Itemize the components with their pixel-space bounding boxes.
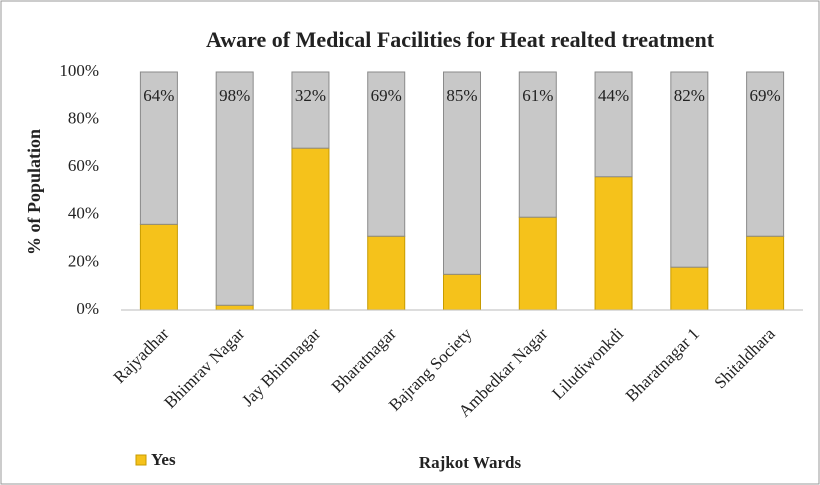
y-axis-title: % of Population: [24, 129, 44, 255]
data-label: 82%: [674, 86, 705, 105]
y-tick-label: 40%: [68, 204, 99, 223]
y-tick-label: 60%: [68, 156, 99, 175]
bar-segment: [594, 176, 633, 311]
bar-segment: [291, 147, 330, 311]
bar-segment: [443, 71, 481, 275]
legend-label: Yes: [151, 450, 176, 469]
y-tick-label: 20%: [68, 251, 99, 270]
y-tick-label: 0%: [76, 299, 99, 318]
bar-segment: [518, 71, 557, 218]
x-axis-title: Rajkot Wards: [419, 453, 522, 472]
y-tick-label: 100%: [59, 61, 99, 80]
bar-segment: [367, 235, 406, 311]
chart-title: Aware of Medical Facilities for Heat rea…: [206, 27, 715, 52]
data-label: 61%: [522, 86, 553, 105]
bar-segment: [139, 223, 178, 311]
y-tick-label: 80%: [68, 109, 99, 128]
legend-swatch: [135, 454, 147, 466]
data-label: 98%: [219, 86, 250, 105]
data-label: 64%: [143, 86, 174, 105]
bar-segment: [746, 71, 785, 237]
bar-segment: [594, 71, 633, 178]
data-label: 32%: [295, 86, 326, 105]
bar-segment: [518, 216, 557, 311]
data-label: 85%: [446, 86, 477, 105]
bar-segment: [367, 71, 406, 237]
data-label: 69%: [371, 86, 402, 105]
bar-segment: [670, 71, 709, 268]
bar-segment: [443, 273, 481, 311]
bar-segment: [215, 71, 254, 306]
bar-segment: [291, 71, 330, 149]
bar-segment: [746, 235, 785, 311]
bar-segment: [215, 304, 254, 311]
bar-segment: [670, 266, 709, 311]
data-label: 44%: [598, 86, 629, 105]
bar-segment: [139, 71, 178, 225]
data-label: 69%: [750, 86, 781, 105]
